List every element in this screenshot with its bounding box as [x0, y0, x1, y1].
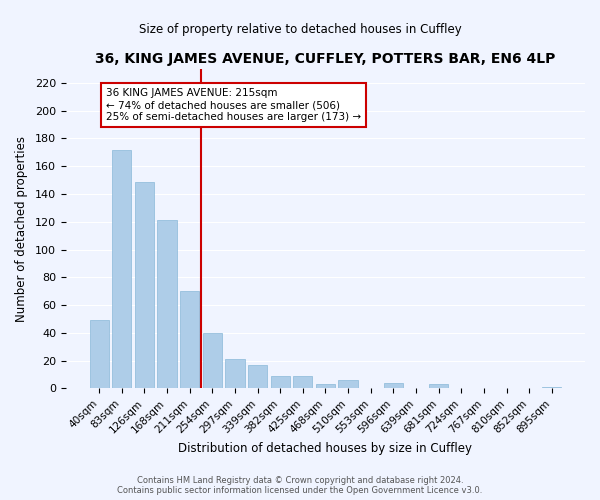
- Bar: [429, 384, 448, 388]
- Bar: [157, 220, 176, 388]
- Bar: [180, 292, 199, 388]
- Bar: [338, 380, 358, 388]
- Bar: [135, 182, 154, 388]
- Text: Size of property relative to detached houses in Cuffley: Size of property relative to detached ho…: [139, 22, 461, 36]
- Y-axis label: Number of detached properties: Number of detached properties: [15, 136, 28, 322]
- Bar: [293, 376, 313, 388]
- Title: 36, KING JAMES AVENUE, CUFFLEY, POTTERS BAR, EN6 4LP: 36, KING JAMES AVENUE, CUFFLEY, POTTERS …: [95, 52, 556, 66]
- Bar: [112, 150, 131, 388]
- Bar: [384, 383, 403, 388]
- Bar: [316, 384, 335, 388]
- Text: Contains HM Land Registry data © Crown copyright and database right 2024.
Contai: Contains HM Land Registry data © Crown c…: [118, 476, 482, 495]
- Bar: [89, 320, 109, 388]
- Bar: [542, 387, 562, 388]
- X-axis label: Distribution of detached houses by size in Cuffley: Distribution of detached houses by size …: [178, 442, 472, 455]
- Bar: [203, 333, 222, 388]
- Bar: [248, 365, 267, 388]
- Bar: [271, 376, 290, 388]
- Bar: [226, 360, 245, 388]
- Text: 36 KING JAMES AVENUE: 215sqm
← 74% of detached houses are smaller (506)
25% of s: 36 KING JAMES AVENUE: 215sqm ← 74% of de…: [106, 88, 361, 122]
